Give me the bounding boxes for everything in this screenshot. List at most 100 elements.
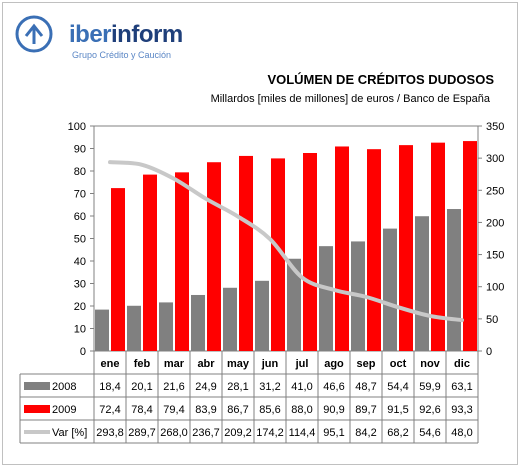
x-category-label: ene (101, 358, 120, 370)
data-table-cell: 48,7 (355, 381, 376, 393)
data-table-cell: 85,6 (259, 404, 280, 416)
bar-2008 (415, 216, 429, 351)
data-table-cell: 89,7 (355, 404, 376, 416)
chart-subtitle: Millardos [miles de millones] de euros /… (210, 93, 490, 105)
data-table-cell: 48,0 (451, 427, 472, 439)
brand-part2: inform (111, 21, 183, 48)
x-category-label: sep (357, 358, 376, 370)
y-tick-label: 0 (80, 346, 86, 358)
bar-2009 (271, 158, 285, 351)
x-category-label: abr (197, 358, 215, 370)
bar-2008 (447, 209, 461, 351)
data-table-cell: 91,5 (387, 404, 408, 416)
data-table-cell: 83,9 (195, 404, 216, 416)
bar-2009 (399, 145, 413, 351)
bar-2008 (95, 309, 109, 351)
legend-key-2008 (24, 382, 50, 390)
data-table-cell: 54,6 (419, 427, 440, 439)
bar-2009 (111, 188, 125, 351)
bar-2009 (143, 174, 157, 351)
bar-2008 (255, 280, 269, 351)
iberinform-logo: iberinform Grupo Crédito y Caución (14, 12, 234, 60)
x-category-label: dic (454, 358, 470, 370)
data-table-cell: 72,4 (99, 404, 120, 416)
y2-tick-label: 100 (486, 282, 504, 294)
y-tick-label: 80 (74, 166, 86, 178)
logo-icon (15, 15, 53, 53)
x-category-label: oct (390, 358, 407, 370)
x-category-label: ago (324, 358, 344, 370)
x-category-label: jun (261, 358, 279, 370)
data-table-cell: 114,4 (289, 427, 316, 439)
data-table-cell: 93,3 (451, 404, 472, 416)
y-tick-label: 20 (74, 301, 86, 313)
y2-tick-label: 50 (486, 314, 498, 326)
data-table-cell: 78,4 (131, 404, 152, 416)
data-table-cell: 88,0 (291, 404, 312, 416)
data-table-cell: 84,2 (355, 427, 376, 439)
brand-part1: iber (69, 21, 112, 48)
y2-tick-label: 0 (486, 346, 492, 358)
bar-2009 (367, 149, 381, 351)
legend-label: 2009 (52, 404, 76, 416)
bar-2008 (223, 287, 237, 351)
data-table-cell: 68,2 (387, 427, 408, 439)
data-table-cell: 79,4 (163, 404, 184, 416)
var-line (108, 160, 464, 323)
y2-tick-label: 250 (486, 185, 504, 197)
data-table-cell: 90,9 (323, 404, 344, 416)
brand-name: iberinform (69, 21, 183, 49)
y-tick-label: 10 (74, 324, 86, 336)
data-table-cell: 21,6 (163, 381, 184, 393)
data-table-cell: 209,2 (224, 427, 252, 439)
x-category-label: jul (295, 358, 309, 370)
data-table-cell: 174,2 (256, 427, 284, 439)
data-table-cell: 46,6 (323, 381, 344, 393)
bar-2008 (287, 258, 301, 351)
bar-2008 (319, 246, 333, 351)
bar-2009 (175, 172, 189, 351)
data-table-cell: 31,2 (259, 381, 280, 393)
y2-tick-label: 150 (486, 250, 504, 262)
y-tick-label: 60 (74, 211, 86, 223)
bar-2009 (239, 155, 253, 351)
x-category-label: feb (134, 358, 151, 370)
data-table-cell: 41,0 (291, 381, 312, 393)
bar-2009 (303, 153, 317, 351)
bar-2008 (159, 302, 173, 351)
x-category-label: may (227, 358, 250, 370)
data-table-cell: 59,9 (419, 381, 440, 393)
y-tick-label: 30 (74, 279, 86, 291)
brand-tagline: Grupo Crédito y Caución (72, 50, 172, 60)
bar-2009 (207, 162, 221, 351)
data-table-cell: 268,0 (160, 427, 188, 439)
bar-2008 (191, 294, 205, 351)
data-table-cell: 54,4 (387, 381, 408, 393)
bar-2009 (335, 146, 349, 351)
bar-2009 (431, 142, 445, 351)
y2-tick-label: 200 (486, 217, 504, 229)
y-tick-label: 90 (74, 144, 86, 156)
chart-title: VOLÚMEN DE CRÉDITOS DUDOSOS (267, 72, 494, 87)
x-category-label: nov (420, 358, 440, 370)
data-table-cell: 18,4 (99, 381, 120, 393)
y-tick-label: 40 (74, 256, 86, 268)
data-table-cell: 293,8 (96, 427, 124, 439)
y-tick-label: 70 (74, 189, 86, 201)
data-table-cell: 20,1 (131, 381, 152, 393)
bar-2008 (383, 228, 397, 351)
bar-2008 (127, 305, 141, 351)
data-table-cell: 63,1 (451, 381, 472, 393)
data-table-cell: 95,1 (323, 427, 344, 439)
data-table-cell: 86,7 (227, 404, 248, 416)
y2-tick-label: 300 (486, 153, 504, 165)
y2-tick-label: 350 (486, 121, 504, 133)
legend-label: Var [%] (52, 427, 87, 439)
data-table-cell: 24,9 (195, 381, 216, 393)
bar-2009 (463, 141, 477, 351)
y-tick-label: 100 (68, 121, 86, 133)
data-table-cell: 236,7 (192, 427, 220, 439)
legend-label: 2008 (52, 381, 76, 393)
legend-key-2009 (24, 405, 50, 413)
